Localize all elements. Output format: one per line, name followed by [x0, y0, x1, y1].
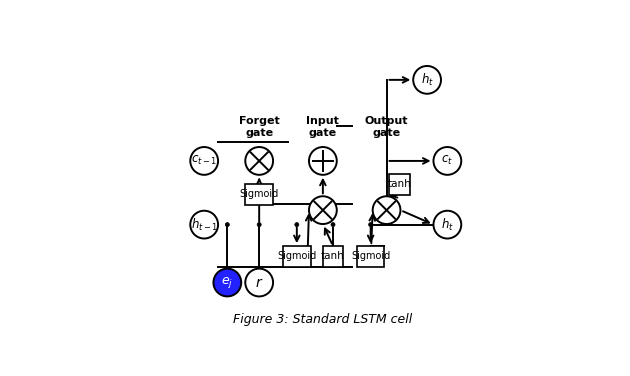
Text: $h_t$: $h_t$: [421, 72, 433, 88]
Circle shape: [331, 223, 335, 227]
Circle shape: [433, 211, 461, 238]
Text: $h_t$: $h_t$: [441, 217, 454, 233]
Text: Output
gate: Output gate: [365, 116, 408, 138]
Circle shape: [190, 147, 218, 175]
Text: $r$: $r$: [255, 276, 263, 290]
Text: $c_{t-1}$: $c_{t-1}$: [191, 155, 217, 167]
Text: tanh: tanh: [387, 179, 411, 189]
Text: Sigmoid: Sigmoid: [239, 189, 279, 199]
Circle shape: [245, 147, 273, 175]
Text: tanh: tanh: [321, 252, 345, 261]
Text: Input
gate: Input gate: [306, 116, 340, 138]
Text: $e_j$: $e_j$: [221, 275, 233, 290]
Circle shape: [433, 147, 461, 175]
Circle shape: [373, 196, 401, 224]
Circle shape: [369, 223, 373, 227]
Circle shape: [413, 66, 441, 94]
Text: $h_{t-1}$: $h_{t-1}$: [190, 217, 218, 233]
FancyBboxPatch shape: [283, 246, 311, 267]
Circle shape: [257, 223, 261, 227]
Circle shape: [295, 223, 299, 227]
Circle shape: [214, 268, 241, 296]
FancyBboxPatch shape: [389, 174, 410, 194]
Text: Sigmoid: Sigmoid: [277, 252, 316, 261]
Circle shape: [245, 268, 273, 296]
FancyBboxPatch shape: [246, 184, 273, 205]
Text: $c_t$: $c_t$: [442, 155, 454, 167]
FancyBboxPatch shape: [357, 246, 384, 267]
Circle shape: [226, 223, 229, 227]
Text: Figure 3: Standard LSTM cell: Figure 3: Standard LSTM cell: [233, 313, 413, 326]
Circle shape: [309, 147, 337, 175]
Circle shape: [309, 196, 337, 224]
Circle shape: [190, 211, 218, 238]
Text: Sigmoid: Sigmoid: [351, 252, 390, 261]
FancyBboxPatch shape: [323, 246, 343, 267]
Text: Forget
gate: Forget gate: [239, 116, 280, 138]
